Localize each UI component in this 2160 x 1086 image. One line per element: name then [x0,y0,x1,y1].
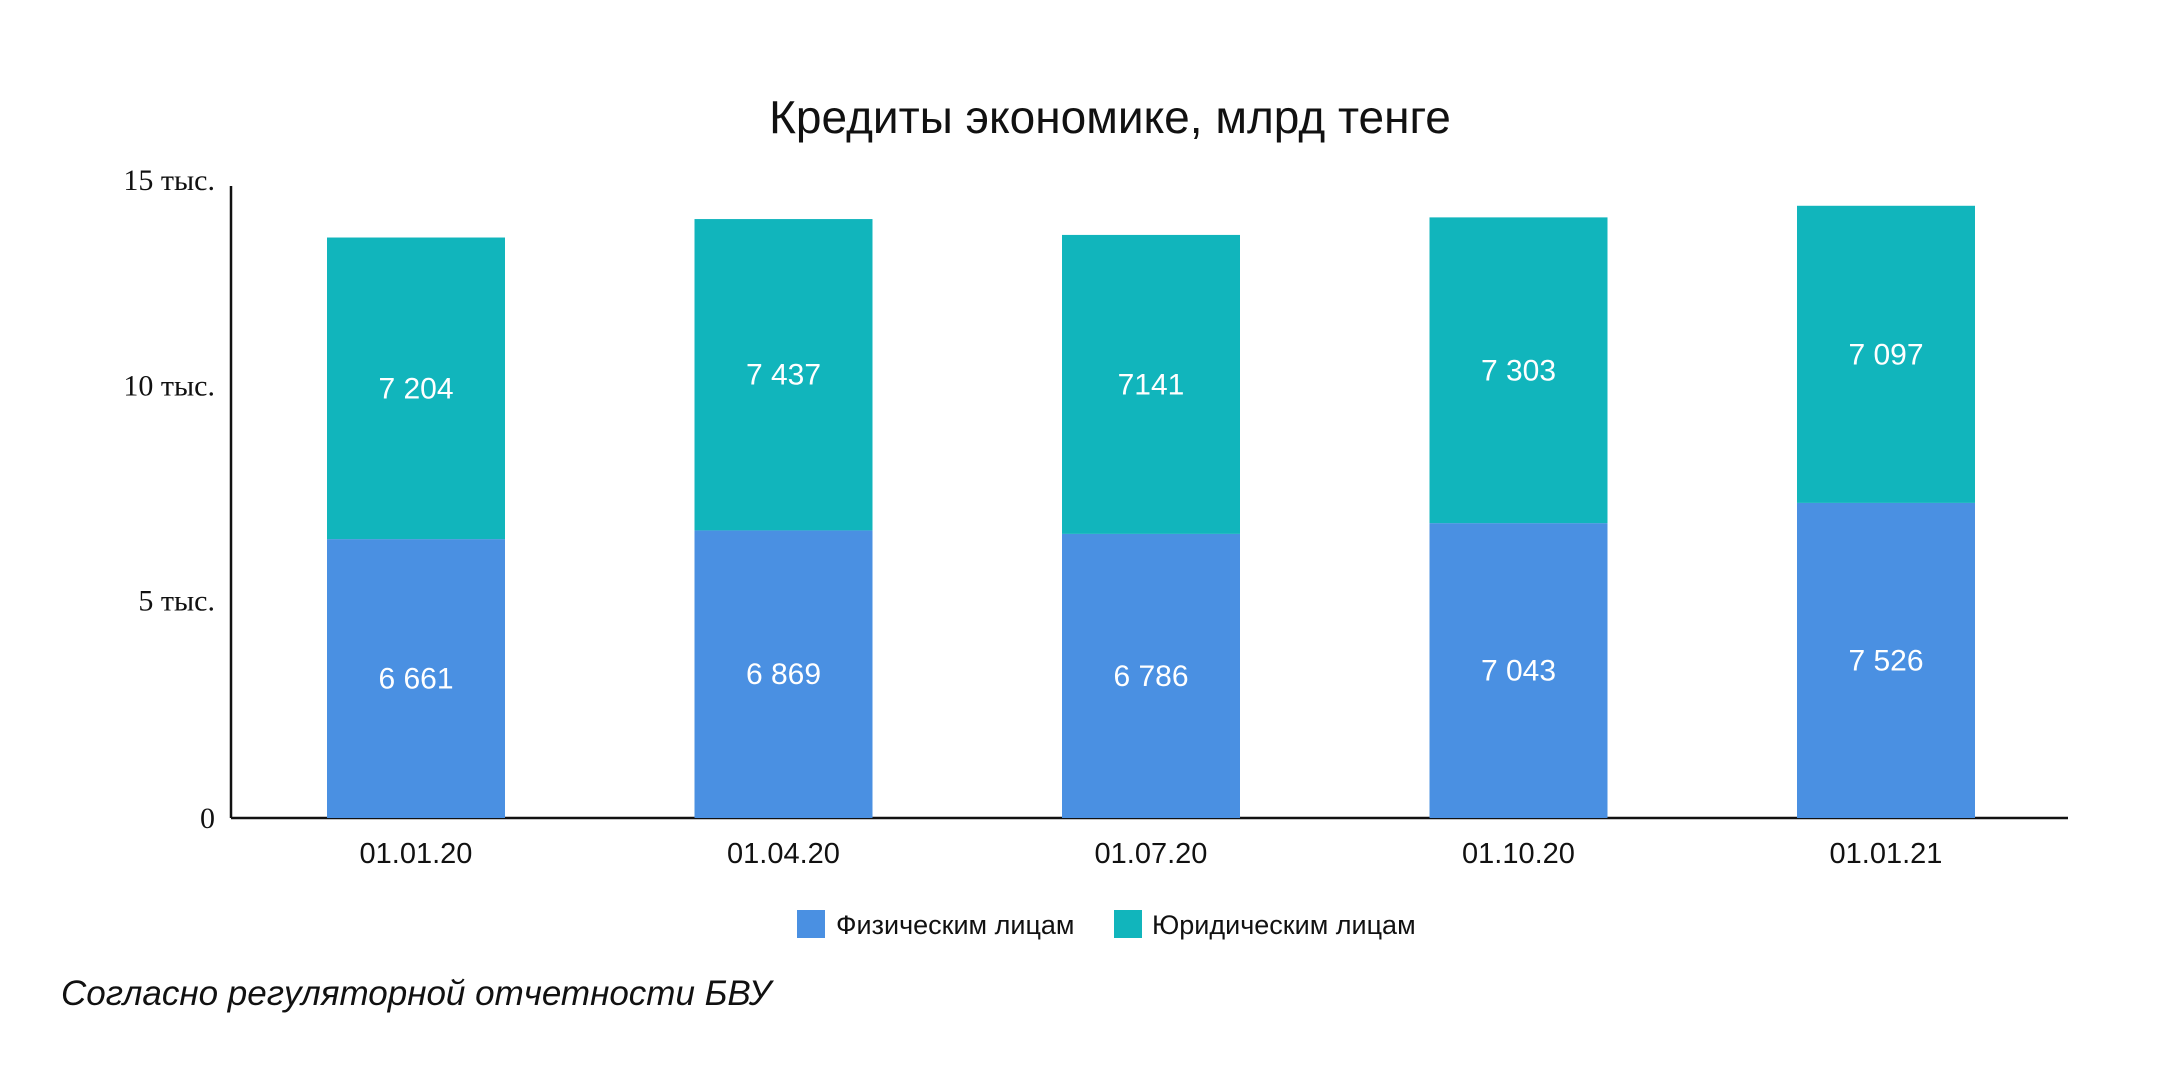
legend-label-legal-entities: Юридическим лицам [1152,910,1416,940]
bar-segment-legal-entities [1429,217,1608,524]
y-tick-label: 15 тыс. [123,164,215,197]
bar-segment-legal-entities [1062,234,1240,534]
y-tick-label: 0 [200,802,215,835]
bar-segment-legal-entities [1797,205,1975,503]
bar-data-label: 7141 [1118,368,1185,401]
source-note: Согласно регуляторной отчетности БВУ [61,974,772,1013]
bar-segment-individuals [694,530,873,818]
x-tick-label: 01.10.20 [1462,838,1575,870]
chart-title: Кредиты экономике, млрд тенге [769,91,1451,143]
bar-data-label: 6 869 [746,658,821,691]
bar-data-label: 7 303 [1481,354,1556,387]
legend-label-individuals: Физическим лицам [836,910,1075,940]
x-tick-label: 01.01.21 [1830,838,1943,870]
bar-segment-individuals [1797,502,1975,818]
bar-data-label: 7 043 [1481,655,1556,688]
legend-swatch-legal-entities [1114,910,1142,938]
x-tick-label: 01.07.20 [1095,838,1208,870]
bar-data-label: 7 097 [1848,338,1923,371]
bar-segment-individuals [1429,523,1608,818]
x-tick-label: 01.01.20 [360,838,473,870]
bar-segment-legal-entities [694,219,873,531]
y-tick-label: 10 тыс. [123,369,215,402]
bar-data-label: 7 526 [1848,644,1923,677]
bar-data-label: 6 786 [1113,660,1188,693]
bar-data-label: 7 204 [378,372,453,405]
legend: Физическим лицам Юридическим лицам [797,910,1416,940]
plot-area: 0 5 тыс. 10 тыс. 15 тыс. 6 661 7 204 01.01.20 6… [123,164,2068,870]
bar-data-label: 7 437 [746,359,821,392]
y-tick-label: 5 тыс. [138,585,215,618]
bar-data-label: 6 661 [378,663,453,696]
bar-segment-legal-entities [327,237,505,540]
x-tick-label: 01.04.20 [727,838,840,870]
bar-segment-individuals [1062,533,1240,818]
bar-segment-individuals [327,539,505,818]
legend-swatch-individuals [797,910,825,938]
